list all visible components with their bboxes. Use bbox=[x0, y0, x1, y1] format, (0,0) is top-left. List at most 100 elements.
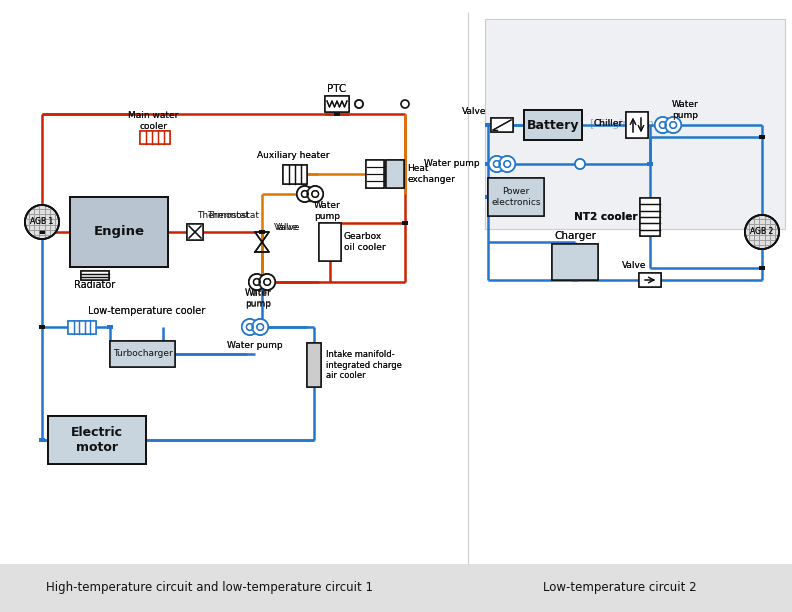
Circle shape bbox=[307, 186, 323, 202]
Text: Intake manifold-
integrated charge
air cooler: Intake manifold- integrated charge air c… bbox=[326, 350, 402, 380]
Bar bbox=[759, 135, 765, 139]
Text: Water pump: Water pump bbox=[227, 340, 283, 349]
Text: Low-temperature cooler: Low-temperature cooler bbox=[88, 306, 205, 316]
Bar bbox=[366, 160, 384, 188]
Bar bbox=[626, 112, 648, 138]
Bar bbox=[485, 162, 491, 166]
Text: Engine: Engine bbox=[93, 225, 144, 239]
Text: NT2 cooler: NT2 cooler bbox=[574, 212, 638, 222]
Bar bbox=[488, 178, 544, 216]
Bar bbox=[626, 112, 648, 138]
Text: Valve: Valve bbox=[462, 106, 486, 116]
Bar bbox=[759, 266, 765, 270]
Bar bbox=[325, 96, 349, 112]
Bar bbox=[485, 19, 785, 229]
Bar bbox=[319, 223, 341, 261]
Text: Water
pump: Water pump bbox=[672, 100, 699, 120]
Text: Water
pump: Water pump bbox=[314, 201, 341, 221]
Bar bbox=[70, 197, 168, 267]
Text: AGB 2: AGB 2 bbox=[750, 228, 774, 236]
Text: Gearbox
oil cooler: Gearbox oil cooler bbox=[344, 233, 386, 252]
Text: PTC: PTC bbox=[327, 84, 347, 94]
Bar bbox=[110, 341, 175, 367]
Circle shape bbox=[499, 156, 516, 172]
Circle shape bbox=[25, 205, 59, 239]
Circle shape bbox=[355, 100, 363, 108]
Circle shape bbox=[25, 205, 59, 239]
Circle shape bbox=[252, 319, 268, 335]
Bar bbox=[639, 273, 661, 287]
Bar bbox=[259, 325, 265, 329]
Bar bbox=[39, 438, 45, 442]
Text: Main water
cooler: Main water cooler bbox=[128, 111, 178, 131]
Bar bbox=[48, 416, 146, 464]
Bar bbox=[572, 278, 578, 282]
Circle shape bbox=[259, 274, 275, 290]
Circle shape bbox=[401, 100, 409, 108]
Bar bbox=[283, 165, 307, 184]
Bar bbox=[640, 198, 660, 236]
Bar bbox=[647, 162, 653, 166]
Text: Engine: Engine bbox=[93, 225, 144, 239]
Text: Water pump: Water pump bbox=[425, 160, 480, 168]
Text: Main water
cooler: Main water cooler bbox=[128, 111, 178, 131]
Bar bbox=[259, 230, 265, 234]
Text: Turbocharger: Turbocharger bbox=[112, 349, 173, 359]
Text: [ Engine photo ]: [ Engine photo ] bbox=[590, 119, 680, 129]
Text: AGB 1: AGB 1 bbox=[30, 217, 54, 226]
Bar bbox=[485, 195, 491, 199]
Text: Power
electronics: Power electronics bbox=[491, 187, 541, 207]
Bar bbox=[81, 271, 109, 280]
Text: Radiator: Radiator bbox=[74, 280, 116, 290]
Circle shape bbox=[355, 100, 363, 108]
Text: Water
pump: Water pump bbox=[245, 288, 272, 308]
Text: Electric
motor: Electric motor bbox=[71, 426, 123, 454]
Text: Intake manifold-
integrated charge
air cooler: Intake manifold- integrated charge air c… bbox=[326, 350, 402, 380]
Bar bbox=[39, 230, 45, 234]
Bar bbox=[107, 325, 113, 329]
Bar bbox=[485, 123, 491, 127]
Text: Battery: Battery bbox=[527, 119, 579, 132]
Bar bbox=[491, 118, 513, 132]
Text: Thermostat: Thermostat bbox=[207, 212, 259, 220]
Text: Low-temperature circuit 2: Low-temperature circuit 2 bbox=[543, 581, 697, 594]
Bar bbox=[110, 341, 175, 367]
Bar bbox=[552, 244, 598, 280]
Circle shape bbox=[249, 274, 265, 290]
Text: Chiller: Chiller bbox=[594, 119, 623, 127]
Circle shape bbox=[249, 274, 265, 290]
Bar bbox=[485, 123, 491, 127]
Bar bbox=[140, 130, 170, 143]
Text: Radiator: Radiator bbox=[74, 280, 116, 290]
Text: Turbocharger: Turbocharger bbox=[112, 349, 173, 359]
Circle shape bbox=[499, 156, 516, 172]
Bar bbox=[252, 325, 258, 329]
Bar bbox=[187, 224, 203, 240]
Text: Valve: Valve bbox=[622, 261, 646, 269]
Bar bbox=[640, 198, 660, 236]
Circle shape bbox=[252, 319, 268, 335]
Bar bbox=[488, 178, 544, 216]
Bar bbox=[140, 130, 170, 143]
Text: Heat
exchanger: Heat exchanger bbox=[407, 164, 455, 184]
Bar bbox=[402, 221, 408, 225]
Bar bbox=[259, 230, 265, 234]
Text: High-temperature circuit and low-temperature circuit 1: High-temperature circuit and low-tempera… bbox=[47, 581, 374, 594]
Circle shape bbox=[575, 159, 585, 169]
Bar bbox=[307, 343, 321, 387]
Bar bbox=[524, 110, 582, 140]
Text: Water
pump: Water pump bbox=[314, 201, 341, 221]
Circle shape bbox=[665, 117, 681, 133]
Bar bbox=[366, 160, 384, 188]
Text: Water pump: Water pump bbox=[425, 160, 480, 168]
Text: Electric
motor: Electric motor bbox=[71, 426, 123, 454]
Text: AGB 1: AGB 1 bbox=[30, 217, 54, 226]
Bar bbox=[39, 325, 45, 329]
Text: Thermostat: Thermostat bbox=[197, 212, 249, 220]
Text: Water pump: Water pump bbox=[227, 340, 283, 349]
Text: Auxiliary heater: Auxiliary heater bbox=[257, 152, 329, 160]
Bar bbox=[386, 160, 404, 188]
Bar bbox=[0, 564, 792, 612]
Circle shape bbox=[489, 156, 505, 172]
Circle shape bbox=[575, 159, 585, 169]
